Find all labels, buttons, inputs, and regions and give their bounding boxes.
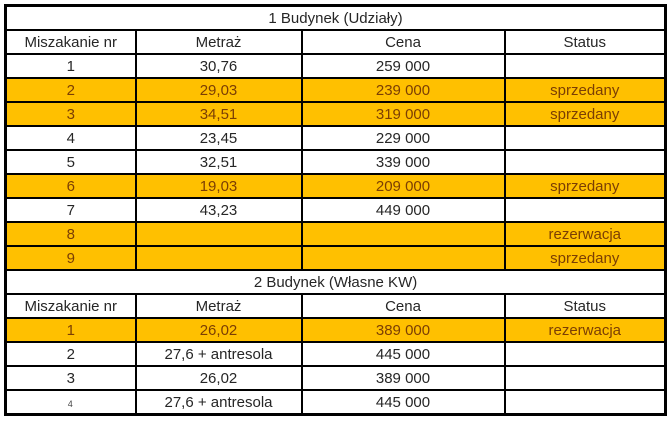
cell-metraz	[134, 245, 303, 271]
column-header-cena: Cena	[300, 29, 506, 55]
cell-apartment-nr: 8	[4, 221, 137, 247]
cell-apartment-nr: 5	[4, 149, 137, 175]
cell-metraz: 43,23	[134, 197, 303, 223]
apartment-row: 5 32,51 339 000	[4, 149, 667, 175]
column-header-mieszkanie-nr: Miszakanie nr	[4, 293, 137, 319]
cell-cena: 239 000	[300, 77, 506, 103]
cell-status: sprzedany	[503, 245, 667, 271]
cell-cena	[300, 221, 506, 247]
cell-status: sprzedany	[503, 101, 667, 127]
cell-metraz: 23,45	[134, 125, 303, 151]
apartments-table: 1 Budynek (Udziały) Miszakanie nr Metraż Ce…	[4, 4, 668, 416]
cell-cena: 445 000	[300, 389, 506, 416]
cell-cena: 389 000	[300, 365, 506, 391]
cell-status	[503, 389, 667, 416]
cell-status	[503, 149, 667, 175]
cell-cena: 445 000	[300, 341, 506, 367]
column-header-metraz: Metraż	[134, 293, 303, 319]
column-header-status: Status	[503, 293, 667, 319]
cell-status: sprzedany	[503, 173, 667, 199]
apartment-row: 2 29,03 239 000 sprzedany	[4, 77, 667, 103]
cell-metraz: 19,03	[134, 173, 303, 199]
cell-status	[503, 341, 667, 367]
section-title: 1 Budynek (Udziały)	[4, 4, 667, 31]
cell-metraz: 27,6 + antresola	[134, 341, 303, 367]
cell-status: rezerwacja	[503, 221, 667, 247]
cell-cena: 229 000	[300, 125, 506, 151]
apartment-row: 4 27,6 + antresola 445 000	[4, 389, 667, 416]
apartment-row: 9 sprzedany	[4, 245, 667, 271]
cell-cena: 389 000	[300, 317, 506, 343]
cell-apartment-nr: 2	[4, 341, 137, 367]
apartment-row: 6 19,03 209 000 sprzedany	[4, 173, 667, 199]
cell-metraz: 34,51	[134, 101, 303, 127]
apartment-row: 7 43,23 449 000	[4, 197, 667, 223]
cell-cena	[300, 245, 506, 271]
cell-apartment-nr: 3	[4, 101, 137, 127]
cell-cena: 449 000	[300, 197, 506, 223]
cell-apartment-nr: 6	[4, 173, 137, 199]
section-title: 2 Budynek (Własne KW)	[4, 269, 667, 295]
cell-apartment-nr: 3	[4, 365, 137, 391]
apartment-row: 3 34,51 319 000 sprzedany	[4, 101, 667, 127]
cell-metraz: 29,03	[134, 77, 303, 103]
cell-apartment-nr: 2	[4, 77, 137, 103]
column-header-status: Status	[503, 29, 667, 55]
cell-metraz: 27,6 + antresola	[134, 389, 303, 416]
apartment-row: 1 30,76 259 000	[4, 53, 667, 79]
apartment-row: 2 27,6 + antresola 445 000	[4, 341, 667, 367]
cell-status: rezerwacja	[503, 317, 667, 343]
cell-metraz: 26,02	[134, 317, 303, 343]
cell-status	[503, 197, 667, 223]
cell-apartment-nr: 4	[4, 389, 137, 416]
partially-rendered-number: 4	[67, 398, 74, 409]
cell-cena: 339 000	[300, 149, 506, 175]
apartment-row: 3 26,02 389 000	[4, 365, 667, 391]
cell-apartment-nr: 1	[4, 317, 137, 343]
section-header-row: 2 Budynek (Własne KW)	[4, 269, 667, 295]
cell-apartment-nr: 9	[4, 245, 137, 271]
cell-apartment-nr: 1	[4, 53, 137, 79]
cell-metraz: 26,02	[134, 365, 303, 391]
cell-status: sprzedany	[503, 77, 667, 103]
column-header-cena: Cena	[300, 293, 506, 319]
cell-metraz: 30,76	[134, 53, 303, 79]
cell-status	[503, 365, 667, 391]
cell-apartment-nr: 4	[4, 125, 137, 151]
section-header-row: 1 Budynek (Udziały)	[4, 4, 667, 31]
apartment-row: 1 26,02 389 000 rezerwacja	[4, 317, 667, 343]
column-header-metraz: Metraż	[134, 29, 303, 55]
cell-status	[503, 53, 667, 79]
cell-metraz: 32,51	[134, 149, 303, 175]
apartment-row: 8 rezerwacja	[4, 221, 667, 247]
cell-status	[503, 125, 667, 151]
column-header-row: Miszakanie nr Metraż Cena Status	[4, 293, 667, 319]
cell-cena: 259 000	[300, 53, 506, 79]
column-header-row: Miszakanie nr Metraż Cena Status	[4, 29, 667, 55]
cell-cena: 209 000	[300, 173, 506, 199]
cell-metraz	[134, 221, 303, 247]
column-header-mieszkanie-nr: Miszakanie nr	[4, 29, 137, 55]
cell-cena: 319 000	[300, 101, 506, 127]
cell-apartment-nr: 7	[4, 197, 137, 223]
apartment-row: 4 23,45 229 000	[4, 125, 667, 151]
